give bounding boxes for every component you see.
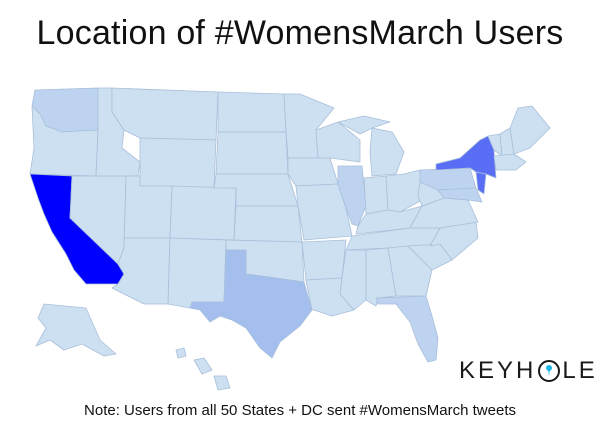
state-michigan[interactable] — [369, 127, 405, 177]
state-north-dakota[interactable] — [217, 91, 287, 133]
page-title: Location of #WomensMarch Users — [36, 14, 564, 52]
state-new-mexico[interactable] — [167, 237, 227, 309]
state-montana[interactable] — [111, 87, 219, 141]
state-massachusetts[interactable] — [493, 153, 527, 171]
keyhole-icon — [538, 360, 561, 382]
state-hawaii[interactable] — [175, 347, 231, 391]
state-maryland[interactable] — [437, 187, 483, 203]
logo-text-start: KEYH — [459, 357, 537, 384]
state-alaska[interactable] — [35, 303, 117, 357]
state-kansas[interactable] — [233, 205, 303, 243]
state-colorado[interactable] — [169, 185, 237, 241]
state-georgia[interactable] — [387, 245, 433, 297]
us-state-map — [0, 78, 600, 398]
footnote: Note: Users from all 50 States + DC sent… — [84, 402, 516, 419]
keyhole-logo: KEYH LE — [459, 356, 598, 386]
state-texas[interactable] — [189, 249, 313, 359]
logo-text-end: LE — [562, 357, 598, 384]
state-indiana[interactable] — [363, 175, 389, 215]
state-wyoming[interactable] — [139, 137, 217, 189]
state-new-york[interactable] — [435, 135, 497, 179]
state-iowa[interactable] — [287, 157, 339, 187]
state-florida[interactable] — [375, 295, 439, 363]
state-south-dakota[interactable] — [215, 131, 289, 175]
state-ohio[interactable] — [385, 169, 423, 213]
us-map-svg — [29, 87, 551, 391]
state-utah[interactable] — [123, 175, 173, 249]
state-kentucky[interactable] — [355, 205, 423, 235]
state-michigan-upper[interactable] — [337, 115, 391, 135]
state-maine[interactable] — [509, 105, 551, 155]
state-illinois[interactable] — [337, 165, 367, 227]
state-arkansas[interactable] — [301, 239, 347, 281]
